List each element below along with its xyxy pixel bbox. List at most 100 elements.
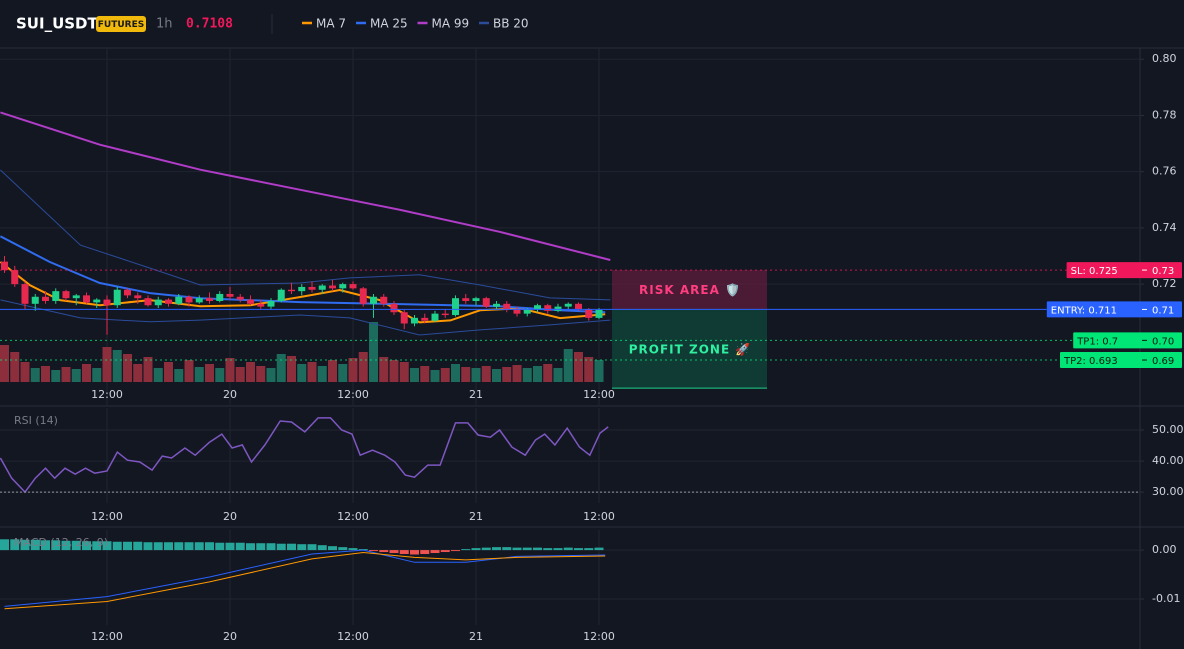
histogram-bar [184, 542, 194, 551]
grid [0, 48, 1140, 405]
candle-body [472, 298, 480, 301]
histogram-bar [174, 542, 184, 551]
histogram-bar [533, 547, 542, 551]
candle-body [513, 309, 521, 314]
interval[interactable]: 1h [156, 17, 173, 32]
volume-bar [287, 356, 296, 382]
volume-bar [276, 354, 286, 382]
volume-bar [430, 370, 440, 382]
plot-area [0, 417, 609, 494]
candle-body [595, 309, 603, 318]
histogram-bar [153, 542, 163, 551]
candle-body [236, 296, 244, 300]
volume-bar [102, 347, 112, 382]
zone-label: PROFIT ZONE 🚀 [629, 342, 752, 356]
histogram-bar [317, 545, 327, 551]
x-tick-label: 12:00 [337, 510, 369, 523]
volume-bar [574, 352, 583, 382]
histogram-bar [205, 542, 214, 551]
x-tick-label: 12:00 [91, 388, 123, 401]
histogram-bar [420, 550, 430, 554]
volume-bar [235, 367, 245, 382]
candle-body [72, 295, 80, 299]
indicator-line [0, 169, 611, 301]
histogram-bar [0, 539, 9, 551]
histogram-bar [92, 541, 102, 551]
y-tick-label: 0.72 [1152, 277, 1177, 290]
candle-body [93, 299, 101, 303]
histogram-bar [584, 548, 594, 551]
volume-bar [51, 370, 61, 382]
volume-bar [41, 366, 50, 382]
x-tick-label: 21 [469, 510, 483, 523]
candle-body [52, 291, 60, 301]
volume-bar [410, 368, 419, 382]
histogram-bar [594, 547, 604, 551]
x-tick-label: 21 [469, 388, 483, 401]
level-axis-label: 0.73 [1152, 266, 1174, 277]
histogram-bar [471, 548, 481, 551]
histogram-bar [358, 549, 368, 551]
x-tick-label: 12:00 [337, 388, 369, 401]
candle-body [534, 305, 541, 310]
volume-bar [389, 360, 399, 382]
x-tick-label: 20 [223, 510, 237, 523]
candle-body [31, 296, 39, 304]
candle-body [390, 303, 398, 313]
y-tick-label: 50.00 [1152, 423, 1184, 436]
macd-pane: -0.01 0.00 12:00 20 12:00 21 12:00 MACD (12, 26… [0, 530, 1180, 643]
histogram-bar [492, 547, 501, 551]
candle-body [144, 298, 152, 306]
candle-body [134, 295, 142, 299]
x-tick-label: 21 [469, 630, 483, 643]
level-tag [1060, 352, 1182, 369]
histogram-bar [563, 547, 573, 551]
y-tick-label: 30.00 [1152, 485, 1184, 498]
candle-body [175, 296, 183, 304]
candle-body [277, 289, 285, 301]
volume-bar [256, 366, 266, 382]
histogram-bar [194, 542, 204, 551]
volume-bar [307, 362, 317, 382]
volume-bar [471, 368, 481, 382]
candle-body [339, 284, 347, 289]
histogram-bar [481, 547, 491, 551]
volume-bar [20, 362, 30, 382]
indicator-line [0, 417, 609, 494]
x-tick-label: 12:00 [91, 510, 123, 523]
volume-bar [143, 357, 153, 382]
volume-bar [246, 362, 255, 382]
volume-bar [348, 358, 358, 382]
histogram-bar [51, 540, 61, 551]
volume-bar [451, 364, 460, 382]
plot-area [0, 539, 606, 610]
y-tick-label: 40.00 [1152, 454, 1184, 467]
histogram-bar [41, 540, 50, 551]
price-pane: 0.72 0.74 0.76 0.78 0.80 12:00 20 12:00 21 12:00 R… [0, 48, 1182, 405]
histogram-bar [574, 548, 583, 551]
histogram-bar [215, 542, 225, 551]
x-tick-label: 12:00 [583, 510, 615, 523]
legend-label: MA 99 [432, 17, 470, 31]
volume-bar [584, 357, 594, 382]
histogram-bar [82, 541, 91, 551]
volume-bar [543, 364, 553, 382]
legend-label: MA 7 [316, 17, 346, 31]
candle-body [421, 317, 429, 321]
level-label: TP1: 0.7 [1076, 336, 1118, 347]
y-tick-label: 0.78 [1152, 108, 1177, 121]
histogram-bar [451, 550, 460, 552]
histogram-bar [133, 541, 143, 551]
candle-body [523, 309, 531, 314]
histogram-bar [30, 539, 40, 551]
level-label: TP2: 0.693 [1063, 356, 1118, 367]
volume-bar [399, 362, 409, 382]
volume-bar [10, 352, 20, 382]
candle-body [103, 299, 111, 306]
candle-body [400, 312, 408, 324]
volume-bar [492, 369, 501, 382]
candle-body [349, 284, 357, 289]
pane-title: MACD (12, 26, 9) [14, 536, 108, 549]
volume-bar [522, 368, 532, 382]
